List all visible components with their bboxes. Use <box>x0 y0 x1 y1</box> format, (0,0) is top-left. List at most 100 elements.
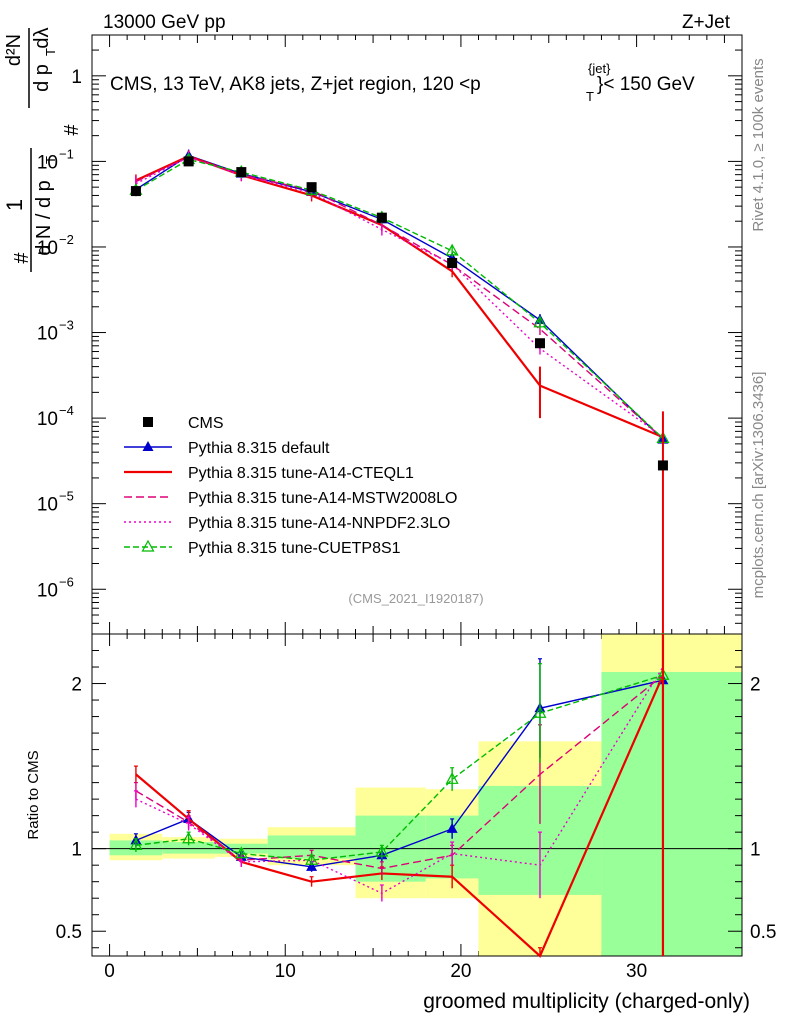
x-axis-label: groomed multiplicity (charged-only) <box>423 990 750 1013</box>
legend-label: Pythia 8.315 tune-CUETP8S1 <box>188 540 401 557</box>
x-tick-label: 30 <box>626 961 647 982</box>
ratio-series-line <box>135 666 664 895</box>
y-tick-label-exp: −6 <box>59 574 74 589</box>
y-tick-label-exp: −5 <box>59 489 74 504</box>
ratio-frame-border <box>91 633 743 957</box>
series-5 <box>129 152 670 445</box>
collision-label: 13000 GeV pp <box>103 12 226 33</box>
ratio-marker <box>306 860 318 871</box>
ylabel-T-2: T <box>43 48 58 56</box>
ylabel-hash-1: # <box>11 252 33 264</box>
ratio-y-axis-label: Ratio to CMS <box>25 750 42 839</box>
x-tick-label: 10 <box>275 961 296 982</box>
ylabel-d2N: d²N <box>3 34 25 66</box>
ylabel-dlambda: dλ <box>31 27 53 48</box>
ratio-tick-label-right: 1 <box>750 840 761 861</box>
rivet-version-label: Rivet 4.1.0, ≥ 100k events <box>750 58 767 231</box>
series-line <box>135 155 664 439</box>
x-tick-label: 0 <box>104 961 115 982</box>
ratio-series-line <box>135 674 664 958</box>
legend-label: Pythia 8.315 tune-A14-MSTW2008LO <box>188 490 457 507</box>
ylabel-hash-2: # <box>61 124 83 136</box>
y-tick-label-base: 10 <box>37 324 58 345</box>
legend-label: Pythia 8.315 tune-A14-NNPDF2.3LO <box>188 515 450 532</box>
legend-marker <box>141 539 155 552</box>
data-point <box>236 167 247 178</box>
ratio-tick-label-left: 2 <box>71 675 82 696</box>
series-line <box>135 154 664 441</box>
y-tick-label: 1 <box>71 67 82 88</box>
ratio-panel: 0 10 20 30 0.5 0.5 1 1 2 2 <box>56 633 776 982</box>
plot-title-sub: T <box>586 89 594 104</box>
plot-title-main: CMS, 13 TeV, AK8 jets, Z+jet region, 120… <box>110 74 481 95</box>
ylabel-dpT: d p <box>31 64 53 92</box>
ylabel-dN-denominator: d N / d p <box>33 180 55 256</box>
plot-title-tail: }< 150 GeV <box>597 74 695 95</box>
series-2 <box>135 150 664 444</box>
data-point <box>376 212 387 223</box>
series-marker <box>445 243 459 256</box>
ratio-series-line <box>135 674 664 861</box>
ratio-tick-label-right: 2 <box>750 675 761 696</box>
data-point <box>183 156 194 167</box>
process-label: Z+Jet <box>682 12 731 33</box>
series-line <box>135 158 664 439</box>
ratio-marker <box>182 831 196 844</box>
data-point <box>447 257 458 268</box>
ratio-marker <box>445 772 459 784</box>
ratio-marker <box>446 822 458 833</box>
series-3 <box>135 150 664 445</box>
ylabel-T-1: T <box>43 156 58 164</box>
series-4 <box>135 151 664 444</box>
ylabel-numerator: 1 <box>2 199 27 211</box>
mcplots-label: mcplots.cern.ch [arXiv:1306.3436] <box>750 372 767 599</box>
ratio-marker <box>129 838 143 850</box>
y-tick-label-exp: −2 <box>59 232 74 247</box>
legend-item: Pythia 8.315 default <box>124 440 330 457</box>
legend-item: Pythia 8.315 tune-A14-MSTW2008LO <box>124 490 457 507</box>
data-point <box>534 338 545 349</box>
ratio-marker <box>305 852 319 865</box>
ratio-band-green <box>267 835 356 859</box>
ratio-series-line <box>135 674 664 870</box>
data-point <box>306 182 317 193</box>
plot-title: CMS, 13 TeV, AK8 jets, Z+jet region, 120… <box>110 61 695 104</box>
ratio-marker <box>234 846 248 859</box>
ratio-band-green <box>162 842 215 854</box>
ratio-tick-label-left: 0.5 <box>56 922 82 943</box>
legend-item: CMS <box>143 415 224 432</box>
ratio-tick-label-right: 0.5 <box>750 922 776 943</box>
series-marker <box>533 315 547 328</box>
y-axis-label: # 1 d N / d p T # d²N d p T dλ <box>2 27 83 272</box>
y-tick-label-base: 10 <box>37 238 58 259</box>
data-point <box>657 460 668 471</box>
legend-item: Pythia 8.315 tune-A14-CTEQL1 <box>124 465 414 482</box>
ratio-tick-label-left: 1 <box>71 840 82 861</box>
legend-item: Pythia 8.315 tune-A14-NNPDF2.3LO <box>124 515 450 532</box>
plot-title-sup: {jet} <box>588 61 611 76</box>
legend-label: Pythia 8.315 default <box>188 440 330 457</box>
y-tick-label-exp: −3 <box>59 318 74 333</box>
x-tick-label: 20 <box>450 961 471 982</box>
legend-label: Pythia 8.315 tune-A14-CTEQL1 <box>188 465 414 482</box>
data-point <box>130 186 141 197</box>
ratio-marker <box>375 844 389 857</box>
main-panel: 10 −610 −510 −410 −310 −210 −11 <box>37 34 743 956</box>
series-line <box>135 156 664 438</box>
y-tick-label-exp: −4 <box>59 403 74 418</box>
analysis-id-label: (CMS_2021_I1920187) <box>348 591 483 606</box>
legend-marker <box>142 441 154 451</box>
ratio-band-green <box>601 671 742 956</box>
series-line <box>135 156 664 439</box>
legend-marker <box>143 417 153 427</box>
y-tick-label-base: 10 <box>37 409 58 430</box>
legend-label: CMS <box>188 415 224 432</box>
series-1 <box>130 149 669 446</box>
y-tick-label-base: 10 <box>37 495 58 516</box>
legend-item: Pythia 8.315 tune-CUETP8S1 <box>124 539 401 557</box>
legend: CMS Pythia 8.315 default Pythia 8.315 tune… <box>124 415 457 557</box>
y-tick-label-base: 10 <box>37 580 58 601</box>
y-tick-label-exp: −1 <box>59 146 74 161</box>
ratio-marker <box>533 706 547 718</box>
